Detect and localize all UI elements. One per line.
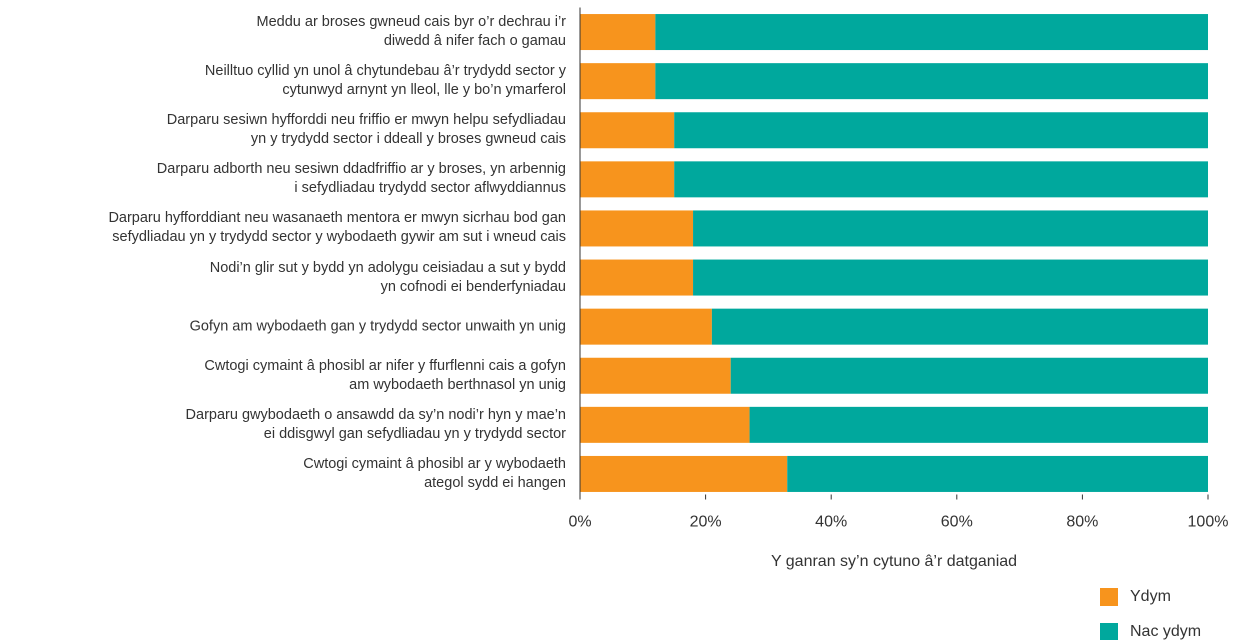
bar-segment: [580, 63, 656, 100]
bar-segment: [693, 210, 1208, 247]
y-tick-label: Darparu gwybodaeth o ansawdd da sy’n nod…: [185, 406, 566, 442]
bar-segment: [580, 406, 750, 443]
legend-label: Nac ydym: [1130, 623, 1201, 640]
bar-segment: [580, 259, 694, 296]
bar-segment: [580, 112, 675, 149]
y-tick-label: Darparu hyfforddiant neu wasanaeth mento…: [108, 210, 566, 246]
bar-segment: [580, 455, 788, 492]
y-tick-label: Meddu ar broses gwneud cais byr o’r dech…: [256, 14, 566, 50]
y-tick-label: Gofyn am wybodaeth gan y trydydd sector …: [189, 318, 566, 335]
bar-segment: [711, 308, 1208, 345]
bar-segment: [580, 210, 694, 247]
x-tick-label: 100%: [1188, 514, 1229, 531]
x-axis-label: Y ganran sy’n cytuno â’r datganiad: [771, 553, 1017, 570]
bar-segment: [580, 161, 675, 198]
y-tick-label: Nodi’n glir sut y bydd yn adolygu ceisia…: [209, 259, 566, 295]
bar-segment: [674, 112, 1208, 149]
y-tick-label: Darparu sesiwn hyfforddi neu friffio er …: [166, 112, 566, 148]
bar-segment: [787, 455, 1208, 492]
bar-segment: [655, 63, 1208, 100]
x-tick-label: 60%: [941, 514, 973, 531]
y-tick-label: Neilltuo cyllid yn unol â chytundebau â’…: [204, 63, 566, 99]
legend-label: Ydym: [1130, 588, 1171, 605]
legend-swatch: [1100, 588, 1118, 606]
y-tick-label: Cwtogi cymaint â phosibl ar nifer y ffur…: [204, 357, 566, 393]
x-tick-label: 80%: [1066, 514, 1098, 531]
bar-segment: [655, 14, 1208, 51]
x-tick-label: 0%: [568, 514, 591, 531]
bar-segment: [580, 14, 656, 51]
x-tick-label: 20%: [690, 514, 722, 531]
bar-segment: [693, 259, 1208, 296]
bar-segment: [580, 308, 712, 345]
y-tick-label: Cwtogi cymaint â phosibl ar y wybodaeth …: [303, 455, 566, 491]
y-tick-label: Darparu adborth neu sesiwn ddadfriffio a…: [156, 161, 566, 197]
bar-segment: [580, 357, 731, 394]
legend-swatch: [1100, 623, 1118, 640]
bar-segment: [730, 357, 1208, 394]
bar-segment: [674, 161, 1208, 198]
x-tick-label: 40%: [815, 514, 847, 531]
bar-segment: [749, 406, 1208, 443]
